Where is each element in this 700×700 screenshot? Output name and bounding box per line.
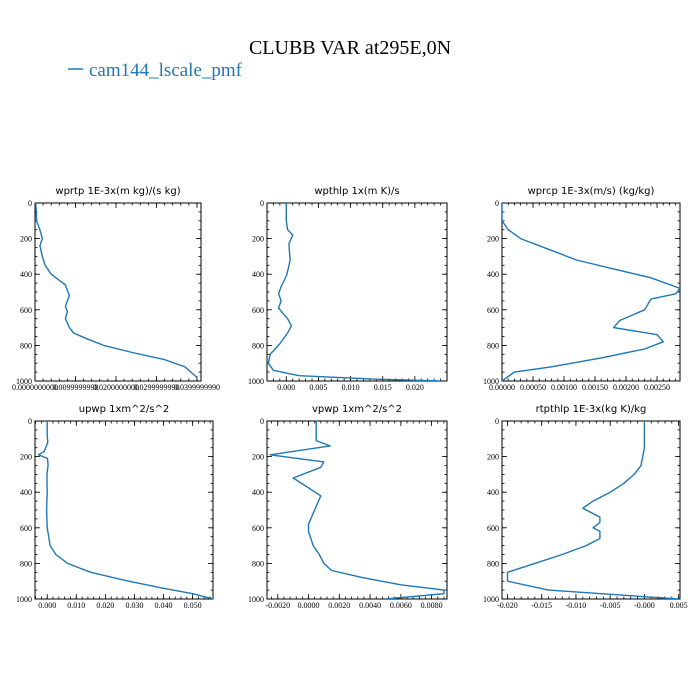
subplot-title: wprtp 1E-3x(m kg)/(s kg) — [55, 186, 180, 197]
subplots: wprtp 1E-3x(m kg)/(s kg)0.00000000000.00… — [12, 186, 688, 610]
x-tick-label: -0.0020 — [265, 601, 290, 610]
y-tick-label: 400 — [252, 488, 264, 497]
y-tick-label: 600 — [20, 306, 32, 315]
y-tick-label: 1000 — [483, 377, 499, 386]
y-tick-label: 200 — [20, 235, 32, 244]
x-tick-label: 0.00150 — [582, 383, 608, 392]
subplot-title: upwp 1xm^2/s^2 — [79, 404, 169, 415]
x-tick-label: 0.040 — [155, 601, 173, 610]
x-tick-label: 0.0000000000 — [12, 383, 58, 392]
y-tick-label: 1000 — [16, 377, 32, 386]
x-tick-label: 0.0399999990 — [174, 383, 220, 392]
y-tick-label: 0 — [495, 417, 499, 426]
y-tick-label: 1000 — [248, 595, 264, 604]
x-tick-label: 0.0299999990 — [133, 383, 179, 392]
subplot-1: wprtp 1E-3x(m kg)/(s kg) 0.00000000000.00… — [12, 186, 220, 392]
y-tick-label: 200 — [252, 453, 264, 462]
x-tick-label: 0.0020 — [328, 601, 350, 610]
subplot-3: wprcp 1E-3x(m/s) (kg/kg) 0.00000 0.00050 0.… — [483, 186, 681, 392]
x-tick-label: 0.005 — [309, 383, 327, 392]
series-line-1 — [37, 421, 213, 599]
x-tick-label: 0.000 — [38, 601, 56, 610]
y-tick-label: 800 — [487, 341, 499, 350]
x-tick-label: 0.0200000000 — [93, 383, 139, 392]
x-tick-label: 0.0099999998 — [52, 383, 98, 392]
x-tick-label: 0.00250 — [644, 383, 670, 392]
x-tick-label: 0.00000 — [489, 383, 515, 392]
series-line-1 — [35, 203, 198, 378]
plot-frame — [266, 202, 448, 382]
x-tick-label: 0.005 — [670, 601, 688, 610]
subplot-6: rtpthlp 1E-3x(kg K)/kg -0.020 -0.015 -0.010… — [483, 404, 688, 610]
plot-frame — [34, 420, 214, 600]
subplot-5: vpwp 1xm^2/s^2 -0.0020 0.0000 0.0020 0.0040 0… — [248, 404, 448, 610]
y-tick-label: 0 — [495, 199, 499, 208]
series-line-1 — [502, 203, 680, 381]
subplot-title: wprcp 1E-3x(m/s) (kg/kg) — [528, 186, 655, 197]
y-tick-label: 0 — [28, 417, 32, 426]
y-tick-label: 400 — [20, 488, 32, 497]
legend: cam144_lscale_pmf — [68, 60, 243, 81]
plot-frame — [501, 202, 681, 382]
subplot-title: wpthlp 1x(m K)/s — [314, 186, 399, 197]
y-tick-label: 200 — [487, 453, 499, 462]
y-tick-label: 200 — [20, 453, 32, 462]
y-tick-label: 400 — [487, 488, 499, 497]
y-tick-label: 800 — [20, 559, 32, 568]
legend-label: cam144_lscale_pmf — [89, 60, 243, 81]
plot-frame — [501, 420, 681, 600]
y-tick-label: 0 — [260, 417, 264, 426]
y-tick-label: 200 — [487, 235, 499, 244]
y-tick-label: 800 — [487, 559, 499, 568]
series-line-1 — [269, 421, 445, 599]
x-tick-label: 0.0080 — [421, 601, 443, 610]
subplot-title: vpwp 1xm^2/s^2 — [312, 404, 402, 415]
y-tick-label: 1000 — [16, 595, 32, 604]
x-tick-label: -0.015 — [531, 601, 552, 610]
x-tick-label: 0.010 — [342, 383, 360, 392]
x-tick-label: 0.050 — [184, 601, 202, 610]
subplot-2: wpthlp 1x(m K)/s 0.000 0.005 0.010 0.015 0.02… — [248, 186, 448, 392]
y-tick-label: 400 — [20, 270, 32, 279]
series-line-1 — [267, 203, 441, 381]
x-tick-label: 0.020 — [96, 601, 114, 610]
y-tick-label: 600 — [252, 306, 264, 315]
y-tick-label: 800 — [20, 341, 32, 350]
y-tick-label: 200 — [252, 235, 264, 244]
x-tick-label: 0.010 — [67, 601, 85, 610]
y-tick-label: 0 — [28, 199, 32, 208]
x-tick-label: 0.020 — [406, 383, 424, 392]
plot-frame — [266, 420, 448, 600]
y-tick-label: 0 — [260, 199, 264, 208]
x-tick-label: 0.0040 — [359, 601, 381, 610]
figure-title: CLUBB VAR at295E,0N — [249, 37, 451, 59]
y-tick-label: 600 — [252, 524, 264, 533]
x-tick-label: 0.00050 — [520, 383, 546, 392]
y-tick-label: 400 — [487, 270, 499, 279]
x-tick-label: 0.000 — [277, 383, 295, 392]
x-tick-label: 0.0060 — [390, 601, 412, 610]
x-tick-label: -0.000 — [634, 601, 655, 610]
x-tick-label: 0.00100 — [551, 383, 577, 392]
y-tick-label: 800 — [252, 559, 264, 568]
y-tick-label: 400 — [252, 270, 264, 279]
y-tick-label: 1000 — [248, 377, 264, 386]
y-tick-label: 600 — [487, 524, 499, 533]
x-tick-label: 0.00200 — [613, 383, 639, 392]
subplot-4: upwp 1xm^2/s^2 0.000 0.010 0.020 0.030 0.040 0… — [16, 404, 214, 610]
x-tick-label: -0.010 — [566, 601, 587, 610]
y-tick-label: 600 — [20, 524, 32, 533]
plot-frame — [34, 202, 202, 382]
x-tick-label: -0.020 — [497, 601, 518, 610]
y-tick-label: 1000 — [483, 595, 499, 604]
x-tick-label: -0.005 — [600, 601, 621, 610]
x-tick-label: 0.0000 — [298, 601, 320, 610]
x-tick-label: 0.015 — [374, 383, 392, 392]
x-tick-label: 0.030 — [125, 601, 143, 610]
series-line-1 — [506, 421, 679, 599]
y-tick-label: 800 — [252, 341, 264, 350]
y-tick-label: 600 — [487, 306, 499, 315]
subplot-title: rtpthlp 1E-3x(kg K)/kg — [536, 404, 647, 415]
